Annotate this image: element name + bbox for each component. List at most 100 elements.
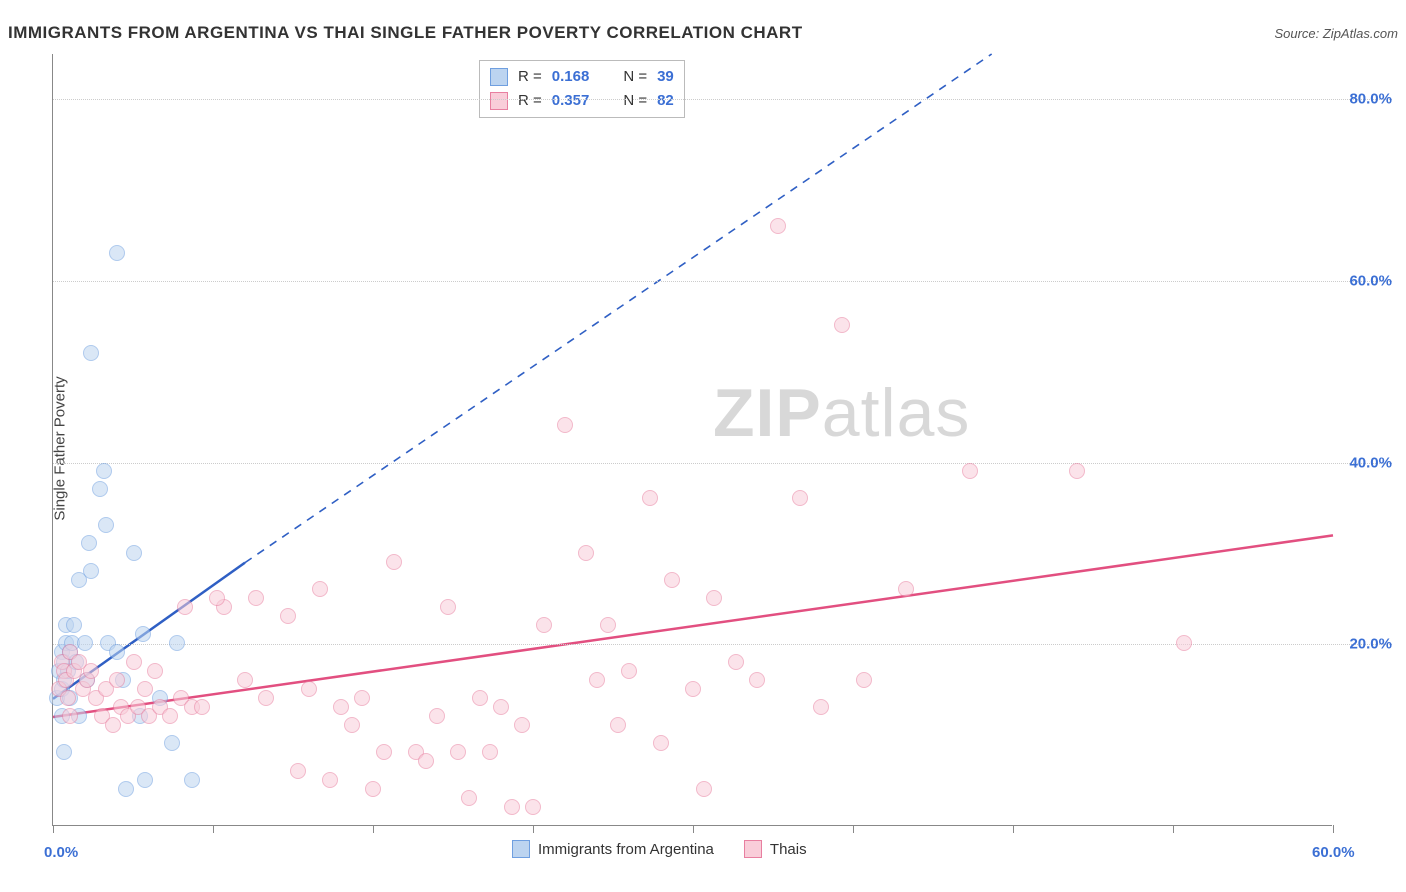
data-point-thais	[557, 417, 573, 433]
gridline	[53, 463, 1392, 464]
data-point-thais	[898, 581, 914, 597]
x-tick	[373, 825, 374, 833]
data-point-thais	[386, 554, 402, 570]
data-point-thais	[248, 590, 264, 606]
data-point-thais	[450, 744, 466, 760]
data-point-thais	[109, 672, 125, 688]
data-point-thais	[137, 681, 153, 697]
watermark-text-b: atlas	[822, 375, 971, 451]
data-point-thais	[685, 681, 701, 697]
data-point-thais	[333, 699, 349, 715]
data-point-thais	[482, 744, 498, 760]
legend-label: Thais	[770, 841, 807, 858]
data-point-thais	[504, 799, 520, 815]
data-point-thais	[147, 663, 163, 679]
legend-r-value: 0.168	[552, 65, 590, 89]
watermark: ZIPatlas	[713, 374, 970, 452]
data-point-thais	[514, 717, 530, 733]
data-point-argentina	[83, 345, 99, 361]
data-point-thais	[1176, 635, 1192, 651]
data-point-thais	[642, 490, 658, 506]
data-point-argentina	[109, 245, 125, 261]
data-point-thais	[237, 672, 253, 688]
data-point-thais	[962, 463, 978, 479]
scatter-plot: ZIPatlas R =0.168N =39R =0.357N =82 20.0…	[52, 54, 1332, 826]
x-axis-origin-label: 0.0%	[44, 844, 78, 861]
data-point-thais	[105, 717, 121, 733]
data-point-argentina	[184, 772, 200, 788]
data-point-thais	[376, 744, 392, 760]
data-point-thais	[749, 672, 765, 688]
legend-n-value: 39	[657, 65, 674, 89]
x-tick	[693, 825, 694, 833]
data-point-thais	[194, 699, 210, 715]
y-tick-label: 60.0%	[1337, 273, 1392, 290]
data-point-thais	[177, 599, 193, 615]
legend-row-argentina: R =0.168N =39	[490, 65, 674, 89]
legend-n-label: N =	[623, 89, 647, 113]
data-point-thais	[770, 218, 786, 234]
data-point-argentina	[66, 617, 82, 633]
data-point-thais	[600, 617, 616, 633]
series-legend: Immigrants from Argentina Thais	[512, 840, 807, 858]
x-axis-max-label: 60.0%	[1312, 844, 1355, 861]
data-point-thais	[813, 699, 829, 715]
data-point-thais	[653, 735, 669, 751]
data-point-thais	[578, 545, 594, 561]
data-point-argentina	[77, 635, 93, 651]
data-point-thais	[493, 699, 509, 715]
y-tick-label: 20.0%	[1337, 636, 1392, 653]
title-bar: IMMIGRANTS FROM ARGENTINA VS THAI SINGLE…	[8, 18, 1398, 48]
data-point-thais	[126, 654, 142, 670]
data-point-thais	[429, 708, 445, 724]
data-point-thais	[365, 781, 381, 797]
data-point-thais	[354, 690, 370, 706]
data-point-thais	[280, 608, 296, 624]
data-point-argentina	[98, 517, 114, 533]
source-attribution: Source: ZipAtlas.com	[1274, 26, 1398, 41]
data-point-thais	[301, 681, 317, 697]
data-point-thais	[461, 790, 477, 806]
y-tick-label: 40.0%	[1337, 454, 1392, 471]
x-tick	[1333, 825, 1334, 833]
legend-swatch	[744, 840, 762, 858]
data-point-argentina	[96, 463, 112, 479]
trend-lines-layer	[53, 54, 1333, 826]
data-point-thais	[536, 617, 552, 633]
data-point-thais	[706, 590, 722, 606]
legend-item-thais: Thais	[744, 840, 807, 858]
legend-row-thais: R =0.357N =82	[490, 89, 674, 113]
data-point-thais	[312, 581, 328, 597]
watermark-text-a: ZIP	[713, 375, 822, 451]
legend-n-label: N =	[623, 65, 647, 89]
x-tick	[213, 825, 214, 833]
data-point-argentina	[81, 535, 97, 551]
data-point-thais	[258, 690, 274, 706]
data-point-thais	[834, 317, 850, 333]
correlation-legend: R =0.168N =39R =0.357N =82	[479, 60, 685, 118]
legend-swatch	[490, 68, 508, 86]
source-value: ZipAtlas.com	[1323, 26, 1398, 41]
data-point-argentina	[126, 545, 142, 561]
legend-swatch	[490, 92, 508, 110]
y-tick-label: 80.0%	[1337, 91, 1392, 108]
data-point-argentina	[109, 644, 125, 660]
legend-swatch	[512, 840, 530, 858]
legend-item-argentina: Immigrants from Argentina	[512, 840, 714, 858]
data-point-argentina	[135, 626, 151, 642]
data-point-thais	[664, 572, 680, 588]
data-point-thais	[290, 763, 306, 779]
source-label: Source:	[1274, 26, 1322, 41]
data-point-thais	[440, 599, 456, 615]
data-point-thais	[322, 772, 338, 788]
gridline	[53, 281, 1392, 282]
legend-r-value: 0.357	[552, 89, 590, 113]
data-point-argentina	[92, 481, 108, 497]
gridline	[53, 99, 1392, 100]
data-point-thais	[209, 590, 225, 606]
chart-title: IMMIGRANTS FROM ARGENTINA VS THAI SINGLE…	[8, 23, 803, 43]
x-tick	[1013, 825, 1014, 833]
data-point-thais	[60, 690, 76, 706]
x-tick	[53, 825, 54, 833]
data-point-argentina	[164, 735, 180, 751]
